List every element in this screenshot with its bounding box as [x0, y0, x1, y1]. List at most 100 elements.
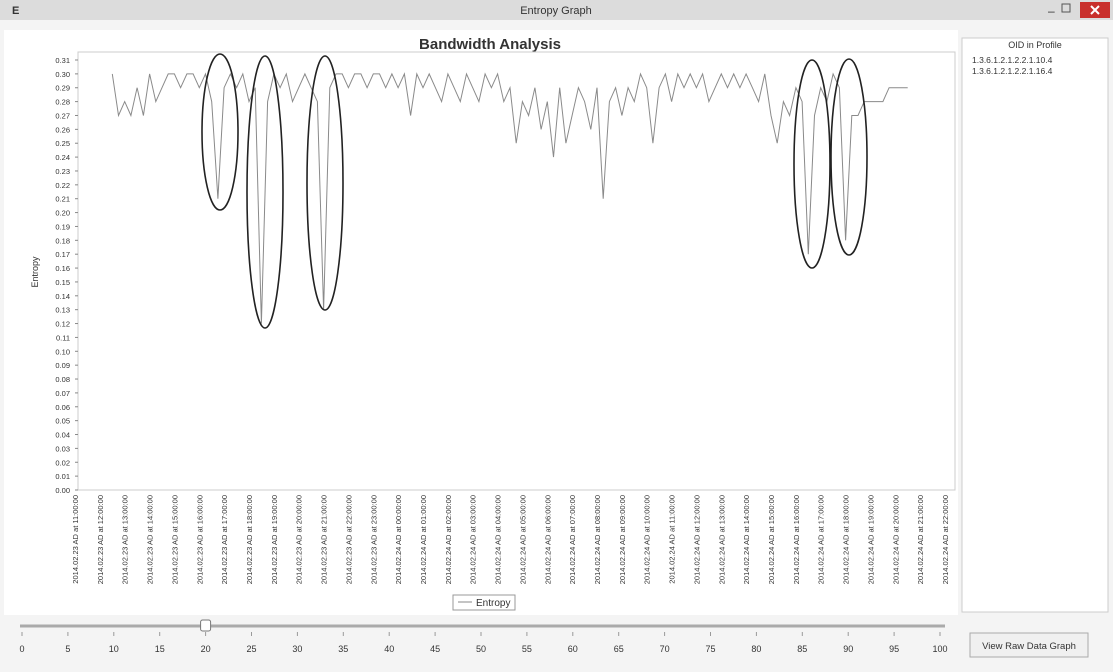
minimize-button[interactable]: –: [1048, 4, 1055, 18]
x-tick-label: 2014.02.24 AD at 11:00:00: [668, 495, 677, 584]
x-tick-label: 2014.02.24 AD at 06:00:00: [543, 495, 552, 584]
y-tick-label: 0.27: [55, 111, 70, 120]
y-tick-label: 0.05: [55, 417, 70, 426]
x-tick-label: 2014.02.24 AD at 00:00:00: [394, 495, 403, 584]
x-tick-label: 2014.02.24 AD at 07:00:00: [568, 495, 577, 584]
x-tick-label: 2014.02.23 AD at 20:00:00: [295, 495, 304, 584]
y-tick-label: 0.21: [55, 195, 70, 204]
x-tick-label: 2014.02.24 AD at 08:00:00: [593, 495, 602, 584]
x-tick-label: 2014.02.24 AD at 20:00:00: [891, 495, 900, 584]
slider-tick-label: 80: [751, 644, 761, 654]
slider-tick-label: 60: [568, 644, 578, 654]
x-tick-label: 2014.02.24 AD at 01:00:00: [419, 495, 428, 584]
slider-tick-label: 20: [201, 644, 211, 654]
oid-item[interactable]: 1.3.6.1.2.1.2.2.1.16.4: [972, 66, 1053, 76]
y-tick-label: 0.12: [55, 320, 70, 329]
x-tick-label: 2014.02.24 AD at 14:00:00: [742, 495, 751, 584]
y-tick-label: 0.09: [55, 361, 70, 370]
y-tick-label: 0.04: [55, 431, 70, 440]
y-tick-label: 0.02: [55, 458, 70, 467]
x-tick-label: 2014.02.24 AD at 18:00:00: [842, 495, 851, 584]
x-tick-label: 2014.02.23 AD at 22:00:00: [344, 495, 353, 584]
x-tick-label: 2014.02.24 AD at 12:00:00: [692, 495, 701, 584]
sidebar-title: OID in Profile: [1008, 40, 1062, 50]
y-tick-label: 0.16: [55, 264, 70, 273]
window: E Entropy Graph – Bandwidth Analysis Ent…: [0, 0, 1113, 667]
y-tick-label: 0.24: [55, 153, 70, 162]
x-tick-label: 2014.02.23 AD at 15:00:00: [170, 495, 179, 584]
x-tick-label: 2014.02.23 AD at 11:00:00: [71, 495, 80, 584]
y-tick-label: 0.23: [55, 167, 70, 176]
y-tick-label: 0.14: [55, 292, 70, 301]
y-tick-label: 0.20: [55, 209, 70, 218]
x-tick-label: 2014.02.24 AD at 21:00:00: [916, 495, 925, 584]
slider-tick-label: 15: [155, 644, 165, 654]
slider-tick-label: 85: [797, 644, 807, 654]
window-title: Entropy Graph: [520, 5, 592, 17]
page: E Entropy Graph – Bandwidth Analysis Ent…: [0, 0, 1113, 667]
legend-label: Entropy: [476, 598, 510, 609]
x-tick-label: 2014.02.23 AD at 16:00:00: [195, 495, 204, 584]
x-tick-label: 2014.02.24 AD at 22:00:00: [941, 495, 950, 584]
y-tick-label: 0.13: [55, 306, 70, 315]
x-tick-label: 2014.02.24 AD at 04:00:00: [494, 495, 503, 584]
x-tick-label: 2014.02.23 AD at 19:00:00: [270, 495, 279, 584]
x-tick-label: 2014.02.24 AD at 17:00:00: [817, 495, 826, 584]
x-tick-label: 2014.02.23 AD at 23:00:00: [369, 495, 378, 584]
slider-tick-label: 65: [614, 644, 624, 654]
slider-tick-label: 70: [660, 644, 670, 654]
y-tick-label: 0.26: [55, 125, 70, 134]
y-tick-label: 0.08: [55, 375, 70, 384]
x-tick-label: 2014.02.23 AD at 13:00:00: [121, 495, 130, 584]
slider-thumb[interactable]: [201, 620, 211, 631]
slider-tick-label: 95: [889, 644, 899, 654]
plot-area: [78, 52, 955, 490]
slider-tick-label: 30: [292, 644, 302, 654]
slider-tick-label: 45: [430, 644, 440, 654]
slider-tick-label: 35: [338, 644, 348, 654]
slider-tick-label: 10: [109, 644, 119, 654]
x-tick-label: 2014.02.24 AD at 02:00:00: [444, 495, 453, 584]
slider-tick-label: 75: [705, 644, 715, 654]
x-tick-label: 2014.02.24 AD at 03:00:00: [469, 495, 478, 584]
x-tick-label: 2014.02.24 AD at 19:00:00: [866, 495, 875, 584]
slider-tick-label: 0: [19, 644, 24, 654]
x-tick-label: 2014.02.23 AD at 18:00:00: [245, 495, 254, 584]
window-icon: E: [12, 5, 19, 17]
view-raw-button-label: View Raw Data Graph: [982, 641, 1076, 652]
y-tick-label: 0.30: [55, 70, 70, 79]
y-tick-label: 0.19: [55, 222, 70, 231]
x-tick-label: 2014.02.24 AD at 05:00:00: [518, 495, 527, 584]
slider-tick-label: 90: [843, 644, 853, 654]
y-tick-label: 0.17: [55, 250, 70, 259]
y-tick-label: 0.07: [55, 389, 70, 398]
y-tick-label: 0.25: [55, 139, 70, 148]
oid-item[interactable]: 1.3.6.1.2.1.2.2.1.10.4: [972, 55, 1053, 65]
chart-title: Bandwidth Analysis: [419, 36, 561, 53]
x-tick-label: 2014.02.23 AD at 12:00:00: [96, 495, 105, 584]
slider-tick-label: 40: [384, 644, 394, 654]
y-tick-label: 0.11: [56, 333, 70, 342]
y-tick-label: 0.00: [55, 486, 70, 495]
x-tick-label: 2014.02.24 AD at 10:00:00: [643, 495, 652, 584]
x-tick-label: 2014.02.23 AD at 14:00:00: [146, 495, 155, 584]
slider-tick-label: 100: [932, 644, 947, 654]
y-tick-label: 0.18: [55, 236, 70, 245]
slider-tick-label: 55: [522, 644, 532, 654]
y-tick-label: 0.31: [55, 56, 70, 65]
slider-tick-label: 25: [246, 644, 256, 654]
y-tick-label: 0.06: [55, 403, 70, 412]
slider-tick-label: 50: [476, 644, 486, 654]
x-tick-label: 2014.02.23 AD at 21:00:00: [320, 495, 329, 584]
y-tick-label: 0.29: [55, 84, 70, 93]
y-tick-label: 0.03: [55, 444, 70, 453]
y-tick-label: 0.01: [55, 472, 70, 481]
sidebar: [962, 38, 1108, 612]
x-tick-label: 2014.02.24 AD at 09:00:00: [618, 495, 627, 584]
x-tick-label: 2014.02.23 AD at 17:00:00: [220, 495, 229, 584]
slider-tick-label: 5: [65, 644, 70, 654]
y-tick-label: 0.22: [55, 181, 70, 190]
x-tick-label: 2014.02.24 AD at 13:00:00: [717, 495, 726, 584]
x-tick-label: 2014.02.24 AD at 15:00:00: [767, 495, 776, 584]
y-axis-label: Entropy: [30, 256, 40, 288]
